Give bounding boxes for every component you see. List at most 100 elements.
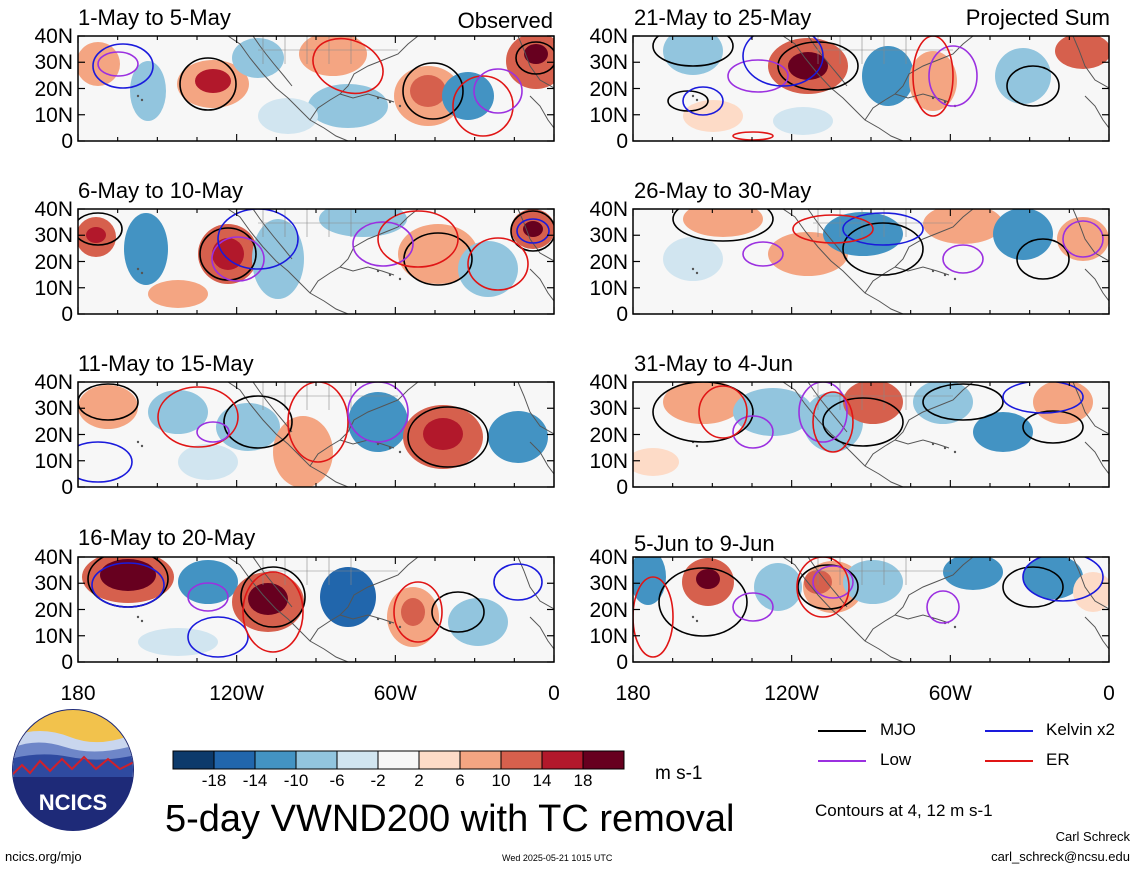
colorbar-label: 18 xyxy=(573,771,593,790)
logo-text: NCICS xyxy=(39,790,107,815)
panel-note-projected: Projected Sum xyxy=(965,5,1110,30)
lat-label: 40N xyxy=(589,198,628,221)
panel-title-6: 26-May to 30-May xyxy=(634,178,812,203)
legend-label-er: ER xyxy=(1046,750,1070,769)
lon-label: 0 xyxy=(1103,682,1115,705)
lat-label: 20N xyxy=(589,598,628,622)
lat-label: 10N xyxy=(34,449,73,473)
colorbar-label: 14 xyxy=(532,771,552,790)
panel-title-7: 31-May to 4-Jun xyxy=(634,351,793,376)
lat-label: 10N xyxy=(589,276,628,300)
footer-url[interactable]: ncics.org/mjo xyxy=(5,849,82,864)
colorbar-swatch xyxy=(295,750,338,770)
lat-label: 30N xyxy=(34,572,73,596)
colorbar-label: -14 xyxy=(242,771,268,790)
map-panel-3 xyxy=(77,381,555,488)
colorbar-unit: m s-1 xyxy=(655,763,703,784)
lat-label: 10N xyxy=(34,276,73,300)
footer-email[interactable]: carl_schreck@ncsu.edu xyxy=(991,849,1130,864)
colorbar-swatch xyxy=(172,750,215,770)
lat-label: 20N xyxy=(34,598,73,622)
lat-label: 0 xyxy=(616,476,628,499)
map-panel-4 xyxy=(77,556,555,663)
lon-label: 120W xyxy=(209,682,265,705)
lat-label: 0 xyxy=(61,303,73,326)
main-title: 5-day VWND200 with TC removal xyxy=(165,798,735,840)
lon-label: 180 xyxy=(615,682,651,705)
map-panel-7 xyxy=(632,381,1110,488)
colorbar-swatch xyxy=(582,750,625,770)
lon-label: 0 xyxy=(548,682,560,705)
lat-label: 30N xyxy=(589,224,628,248)
legend-line-er xyxy=(985,760,1033,762)
colorbar-swatch xyxy=(336,750,379,770)
lat-label: 10N xyxy=(589,103,628,127)
colorbar-swatch xyxy=(418,750,461,770)
map-panel-1 xyxy=(77,35,555,142)
panel-title-1: 1-May to 5-May xyxy=(78,5,231,30)
ncics-logo: NCICS xyxy=(12,709,134,831)
contours-note: Contours at 4, 12 m s-1 xyxy=(815,801,993,820)
lat-label: 10N xyxy=(34,624,73,648)
legend-label-mjo: MJO xyxy=(880,720,916,739)
lon-label: 60W xyxy=(928,682,972,705)
colorbar-label: 6 xyxy=(455,771,465,790)
colorbar-label: 10 xyxy=(491,771,511,790)
lat-label: 0 xyxy=(616,651,628,674)
lat-label: 40N xyxy=(589,371,628,394)
colorbar-swatch xyxy=(213,750,256,770)
lat-label: 10N xyxy=(589,449,628,473)
lat-label: 10N xyxy=(589,624,628,648)
panel-title-8: 5-Jun to 9-Jun xyxy=(634,531,775,556)
lat-label: 0 xyxy=(61,130,73,153)
lat-label: 20N xyxy=(34,250,73,274)
colorbar-label: -18 xyxy=(201,771,227,790)
lat-label: 0 xyxy=(61,651,73,674)
lat-label: 30N xyxy=(34,51,73,75)
panel-title-2: 6-May to 10-May xyxy=(78,178,244,203)
panel-title-3: 11-May to 15-May xyxy=(78,351,254,376)
colorbar-swatch xyxy=(500,750,543,770)
lat-label: 40N xyxy=(34,371,73,394)
colorbar-label: -2 xyxy=(370,771,386,790)
panel-title-4: 16-May to 20-May xyxy=(78,525,256,550)
map-panel-5 xyxy=(632,35,1110,142)
panel-title-5: 21-May to 25-May xyxy=(634,5,812,30)
lat-label: 10N xyxy=(34,103,73,127)
map-panel-2 xyxy=(77,208,555,315)
lat-label: 40N xyxy=(589,546,628,569)
colorbar-swatch xyxy=(459,750,502,770)
lat-label: 30N xyxy=(589,397,628,421)
map-panel-8 xyxy=(632,556,1110,663)
lat-label: 0 xyxy=(616,303,628,326)
legend-label-low: Low xyxy=(880,750,912,769)
legend-label-kelvin: Kelvin x2 xyxy=(1046,720,1115,739)
lon-label: 180 xyxy=(60,682,96,705)
colorbar-swatch xyxy=(377,750,420,770)
lat-label: 20N xyxy=(589,423,628,447)
colorbar-swatch xyxy=(541,750,584,770)
lon-label: 120W xyxy=(764,682,820,705)
legend-line-low xyxy=(818,760,866,762)
legend-line-kelvin xyxy=(985,730,1033,732)
lat-label: 20N xyxy=(589,77,628,101)
lat-label: 20N xyxy=(34,423,73,447)
lat-label: 30N xyxy=(589,51,628,75)
lat-label: 20N xyxy=(589,250,628,274)
lon-label: 60W xyxy=(373,682,417,705)
colorbar-label: 2 xyxy=(414,771,424,790)
colorbar-label: -10 xyxy=(283,771,309,790)
lat-label: 30N xyxy=(34,397,73,421)
lat-label: 40N xyxy=(34,546,73,569)
footer-timestamp: Wed 2025-05-21 1015 UTC xyxy=(502,853,613,863)
lat-label: 30N xyxy=(34,224,73,248)
map-panel-6 xyxy=(632,208,1110,315)
footer-author: Carl Schreck xyxy=(1055,829,1130,844)
lat-label: 30N xyxy=(589,572,628,596)
lat-label: 0 xyxy=(61,476,73,499)
lat-label: 40N xyxy=(589,25,628,48)
lat-label: 20N xyxy=(34,77,73,101)
lat-label: 0 xyxy=(616,130,628,153)
